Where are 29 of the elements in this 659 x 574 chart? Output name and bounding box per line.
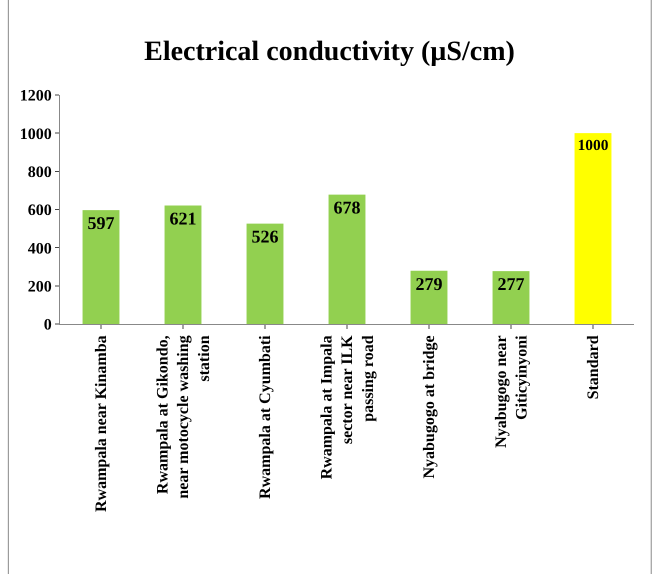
y-tick-label: 200 [28,278,52,296]
data-label: 277 [498,274,524,294]
bar [246,224,284,324]
bar [574,133,612,324]
data-label: 279 [416,274,442,294]
data-label: 621 [170,208,196,228]
y-tick-label: 400 [28,240,52,258]
data-label: 678 [334,198,360,218]
bar [328,194,366,324]
x-tick-label: Rwampala at Gikondo, near motocycle washing station [154,335,213,499]
x-tick-label: Rwampala near Kinamba [93,335,110,512]
bar [492,271,530,324]
chart-title: Electrical conductivity (µS/cm) [144,36,515,67]
y-tick-label: 800 [28,164,52,181]
x-tick-label: Nyabugogo at bridge [421,335,438,479]
data-label: 526 [252,226,278,247]
x-tick-label: Rwampala at Cyumbati [257,334,274,499]
x-tick-label: Rwampala at Impala sector near ILK passing road [318,334,377,480]
data-label: 1000 [578,136,609,154]
bar [164,205,202,324]
y-tick-label: 0 [44,316,52,334]
y-tick-label: 600 [28,202,52,220]
x-tick-label: Nyabugogo near Giticyinyoni [492,334,531,448]
x-tick-label: Standard [585,335,602,400]
bar [410,270,448,324]
bar [82,210,120,324]
y-tick-label: 1200 [20,88,52,105]
y-tick-label: 1000 [20,126,52,143]
data-label: 597 [88,213,114,234]
